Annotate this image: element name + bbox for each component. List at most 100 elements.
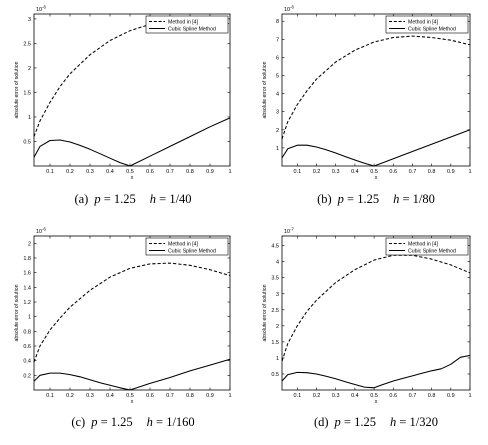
- y-tick-label: 2: [28, 66, 31, 72]
- y-axis-label: absolute error of solution: [14, 61, 20, 118]
- x-tick-label: 0.5: [126, 169, 134, 175]
- caption-h-symbol: h: [393, 192, 399, 206]
- y-tick-label: 4: [276, 92, 279, 98]
- caption-p-value: 1.25: [357, 192, 379, 206]
- x-tick-label: 0.6: [146, 169, 154, 175]
- caption-equals: =: [399, 192, 412, 206]
- caption-p-symbol: p: [90, 415, 97, 429]
- caption-p-value: 1.25: [354, 415, 376, 429]
- x-tick-label: 1: [228, 393, 231, 399]
- caption-h-symbol: h: [390, 415, 396, 429]
- scale-multiplier: 10-6: [36, 227, 47, 236]
- series-cubic-spline-line: [281, 354, 471, 389]
- x-tick-label: 0.1: [46, 393, 54, 399]
- x-tick-label: 0.1: [294, 169, 302, 175]
- x-tick-label: 0.2: [66, 169, 74, 175]
- series-method4-line: [281, 35, 471, 140]
- y-tick-label: 1: [28, 115, 31, 121]
- y-tick-label: 1.5: [271, 340, 279, 346]
- y-tick-label: 4: [276, 260, 279, 266]
- y-tick-label: 7: [276, 37, 279, 43]
- caption-equals: =: [341, 415, 354, 429]
- scale-multiplier: 10-6: [36, 5, 47, 14]
- x-tick-label: 1: [228, 169, 231, 175]
- x-tick-label: 0.5: [370, 169, 378, 175]
- caption-label: (b): [317, 192, 332, 206]
- x-axis-label: x: [131, 399, 134, 405]
- x-tick-label: 0.6: [389, 169, 397, 175]
- series-method4-line: [281, 254, 471, 362]
- y-tick-label: 1: [28, 315, 31, 321]
- x-tick-label: 0.8: [186, 169, 194, 175]
- x-tick-label: 0.4: [106, 169, 114, 175]
- caption-p-value: 1.25: [114, 192, 136, 206]
- y-tick-label: 1.8: [23, 256, 31, 262]
- caption-p-symbol: p: [334, 415, 341, 429]
- legend-entry: Method in [4]: [408, 241, 439, 247]
- caption-h-value: 1/40: [169, 192, 191, 206]
- legend: Method in [4]Cubic Spline Method: [385, 15, 469, 34]
- scale-exponent: -6: [290, 5, 294, 10]
- chart-panel-d: 0.1 0.2 0.3 0.4 0.5 0.6 0.7 0.8 0.9 1 0.5 1 1.5 2 2.5 3…: [262, 227, 472, 430]
- legend-box: [385, 237, 469, 256]
- y-tick-label: 2.5: [23, 41, 31, 47]
- y-tick-label: 1: [276, 146, 279, 152]
- caption-p-symbol: p: [93, 192, 100, 206]
- caption-p-symbol: p: [337, 192, 344, 206]
- x-tick-label: 0.8: [428, 393, 436, 399]
- scale-base: 10: [36, 229, 42, 235]
- x-tick-label: 0.7: [409, 393, 417, 399]
- x-tick-label: 0.5: [126, 393, 134, 399]
- scale-multiplier: 10-7: [284, 227, 295, 236]
- caption-h-value: 1/320: [410, 415, 438, 429]
- x-tick-label: 0.3: [332, 169, 340, 175]
- caption-equals: =: [153, 415, 166, 429]
- scale-base: 10: [284, 7, 290, 13]
- y-tick-label: 2: [28, 241, 31, 247]
- y-axis-label: absolute error of solution: [262, 284, 268, 341]
- scale-exponent: -6: [42, 227, 46, 232]
- y-tick-label: 8: [276, 19, 279, 25]
- x-tick-label: 0.3: [86, 393, 94, 399]
- x-tick-label: 0.4: [106, 393, 114, 399]
- legend-entry: Cubic Spline Method: [408, 248, 456, 254]
- caption-equals: =: [101, 192, 114, 206]
- x-tick-label: 0.3: [332, 393, 340, 399]
- y-tick-label: 0.6: [23, 344, 31, 350]
- caption-h-value: 1/80: [413, 192, 435, 206]
- y-tick-label: 3: [276, 292, 279, 298]
- x-tick-label: 0.9: [206, 393, 214, 399]
- caption-equals: =: [156, 192, 169, 206]
- y-tick-label: 3.5: [271, 276, 279, 282]
- y-tick-label: 0.5: [271, 372, 279, 378]
- x-tick-label: 0.3: [86, 169, 94, 175]
- x-axis-label: x: [375, 175, 378, 181]
- x-tick-label: 0.2: [313, 393, 321, 399]
- plot-frame: [281, 13, 471, 167]
- chart-panel-c: 0.1 0.2 0.3 0.4 0.5 0.6 0.7 0.8 0.9 1 0.2 0.4 0.6 0.8…: [14, 227, 232, 430]
- series-cubic-spline-line: [281, 129, 471, 167]
- y-tick-label: 6: [276, 55, 279, 61]
- x-tick-label: 0.2: [66, 393, 74, 399]
- series-method4-line: [33, 262, 231, 363]
- series-cubic-spline-line: [33, 117, 231, 167]
- x-tick-label: 1: [468, 393, 471, 399]
- plot-frame: [281, 235, 471, 391]
- y-axis-label: absolute error of solution: [262, 61, 268, 118]
- y-tick-label: 0.4: [23, 359, 31, 365]
- legend-entry: Cubic Spline Method: [408, 26, 456, 32]
- y-tick-label: 2.5: [271, 308, 279, 314]
- scale-base: 10: [36, 7, 42, 13]
- x-tick-label: 0.4: [351, 393, 359, 399]
- plot-frame: [33, 13, 231, 167]
- legend-box: [145, 15, 229, 34]
- caption-p-value: 1.25: [111, 415, 133, 429]
- x-tick-label: 0.4: [351, 169, 359, 175]
- caption-h-symbol: h: [147, 415, 153, 429]
- legend-entry: Method in [4]: [168, 241, 199, 247]
- scale-exponent: -7: [290, 227, 294, 232]
- x-tick-label: 0.8: [186, 393, 194, 399]
- y-tick-label: 1.6: [23, 271, 31, 277]
- x-tick-label: 0.1: [46, 169, 54, 175]
